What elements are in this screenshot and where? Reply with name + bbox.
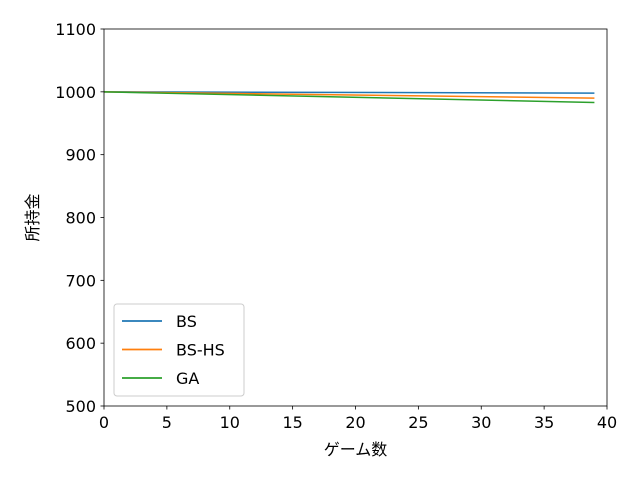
x-tick-label: 35 <box>534 413 554 432</box>
series-line-ga <box>103 91 595 104</box>
x-tick-label: 25 <box>408 413 428 432</box>
y-axis-label: 所持金 <box>23 193 42 241</box>
legend-label-ga: GA <box>176 369 199 388</box>
x-tick-label: 5 <box>162 413 172 432</box>
x-tick-label: 10 <box>220 413 240 432</box>
legend-label-bs-hs: BS-HS <box>176 341 225 360</box>
x-tick-label: 0 <box>99 413 109 432</box>
legend-label-bs: BS <box>176 312 197 331</box>
y-tick-label: 500 <box>65 397 96 416</box>
y-tick-label: 1100 <box>55 20 96 39</box>
x-tick-label: 15 <box>282 413 302 432</box>
legend-box <box>113 303 245 397</box>
x-axis: 0 5 10 15 20 25 30 35 40 <box>99 406 617 432</box>
y-axis: 500 600 700 800 900 1000 1100 <box>55 20 104 416</box>
y-tick-label: 800 <box>65 209 96 228</box>
y-tick-label: 700 <box>65 271 96 290</box>
legend: BS BS-HS GA <box>113 303 245 397</box>
x-tick-label: 20 <box>345 413 365 432</box>
x-tick-label: 30 <box>471 413 491 432</box>
y-tick-label: 600 <box>65 334 96 353</box>
x-tick-label: 40 <box>597 413 617 432</box>
x-axis-label: ゲーム数 <box>324 440 388 459</box>
series-line-bs <box>103 91 595 94</box>
y-tick-label: 1000 <box>55 83 96 102</box>
y-tick-label: 900 <box>65 146 96 165</box>
